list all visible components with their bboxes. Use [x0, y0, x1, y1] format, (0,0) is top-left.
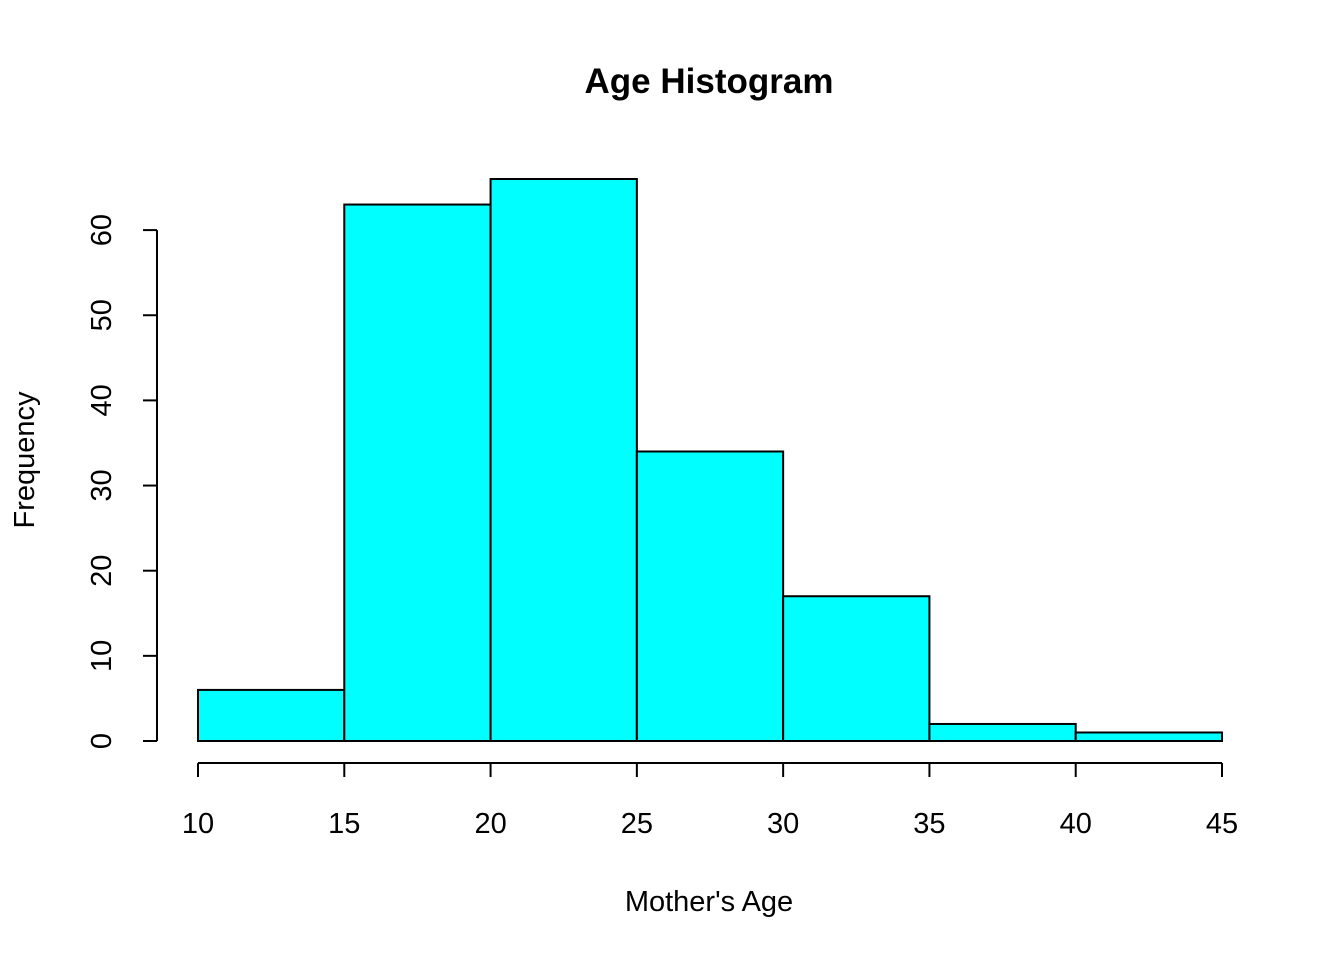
histogram-bar	[928, 722, 1077, 743]
y-tick-label: 0	[86, 733, 118, 749]
y-axis: 0 10 20 30 40 50 60	[86, 214, 158, 749]
histogram-bar	[782, 595, 931, 742]
bars-layer	[197, 178, 1223, 743]
x-axis-title: Mother's Age	[625, 886, 793, 918]
x-tick-label: 10	[182, 808, 214, 840]
histogram-bar	[635, 450, 785, 742]
x-tick-label: 40	[1060, 808, 1092, 840]
x-tick-label: 35	[913, 808, 945, 840]
y-tick-label: 20	[86, 555, 118, 587]
y-tick-label: 60	[86, 214, 118, 246]
histogram-bar	[343, 203, 492, 742]
x-tick-label: 25	[621, 808, 653, 840]
x-tick-label: 20	[474, 808, 506, 840]
histogram-bar	[489, 178, 638, 742]
histogram-bar	[197, 688, 346, 743]
y-axis-title: Frequency	[9, 391, 41, 529]
y-tick-label: 50	[86, 299, 118, 331]
chart-title: Age Histogram	[585, 62, 834, 101]
y-tick-label: 40	[86, 384, 118, 416]
y-tick-label: 30	[86, 469, 118, 501]
x-tick-label: 45	[1206, 808, 1238, 840]
x-tick-label: 15	[328, 808, 360, 840]
y-tick-label: 10	[86, 640, 118, 672]
x-axis: 10 15 20 25 30 35 40 45	[182, 762, 1238, 840]
x-tick-label: 30	[767, 808, 799, 840]
histogram-bar	[1074, 731, 1223, 743]
